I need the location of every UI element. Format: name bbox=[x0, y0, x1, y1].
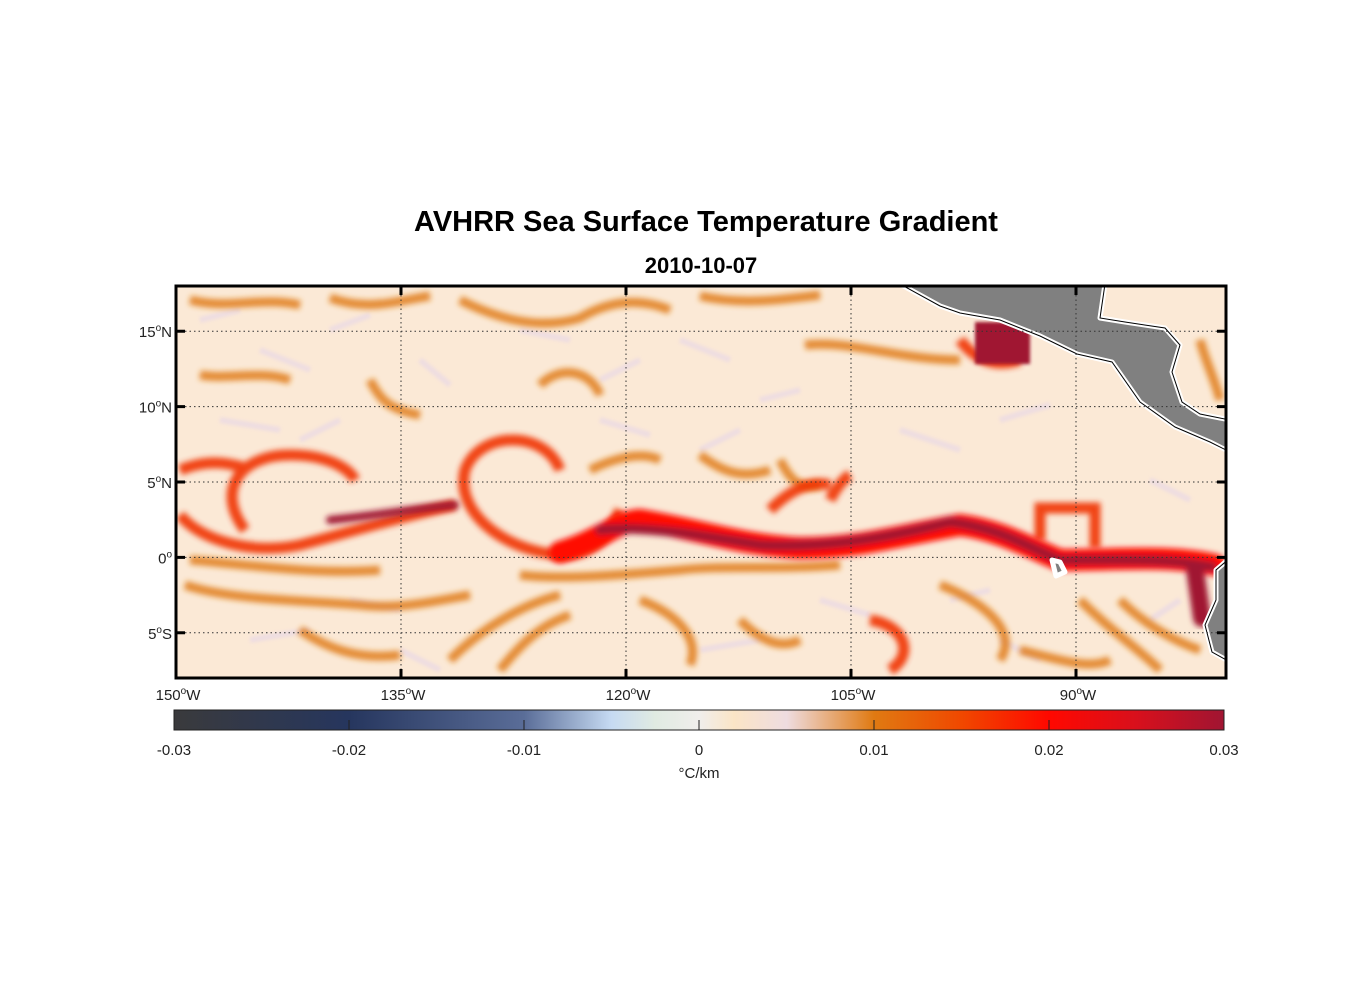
colorbar-tick-label: -0.03 bbox=[157, 742, 191, 759]
colorbar-tick-label: 0.02 bbox=[1034, 742, 1063, 759]
colorbar: -0.03 -0.02 -0.01 0 0.01 0.02 0.03 bbox=[157, 709, 1239, 759]
lat-tick-label: 0o bbox=[158, 549, 172, 567]
equatorial-front bbox=[326, 501, 1226, 627]
lon-tick-label: 90oW bbox=[1060, 686, 1097, 704]
colorbar-tick-label: -0.01 bbox=[507, 742, 541, 759]
colorbar-tick-label: -0.02 bbox=[332, 742, 366, 759]
lon-tick-label: 105oW bbox=[831, 686, 877, 704]
lon-tick-label: 150oW bbox=[156, 686, 202, 704]
chart-subtitle: 2010-10-07 bbox=[644, 253, 758, 278]
colorbar-label: °C/km bbox=[679, 765, 720, 782]
lon-tick-label: 120oW bbox=[606, 686, 652, 704]
lat-tick-label: 5oN bbox=[147, 474, 172, 492]
lat-tick-label: 10oN bbox=[139, 399, 172, 417]
lat-tick-label: 5oS bbox=[148, 625, 172, 643]
chart-title: AVHRR Sea Surface Temperature Gradient bbox=[414, 206, 998, 238]
lon-tick-label: 135oW bbox=[381, 686, 427, 704]
colorbar-tick-label: 0.03 bbox=[1209, 742, 1238, 759]
colorbar-tick-label: 0.01 bbox=[859, 742, 888, 759]
lat-tick-label: 15oN bbox=[139, 323, 172, 341]
moderate-gradient-bands bbox=[183, 290, 1225, 674]
land-outline bbox=[902, 286, 1226, 661]
galapagos-islands bbox=[1049, 557, 1068, 579]
map-axes: 150oW 135oW 120oW 105oW 90oW 15oN 10oN 5oN 0o 5oS bbox=[139, 286, 1226, 704]
colorbar-tick-label: 0 bbox=[695, 742, 703, 759]
